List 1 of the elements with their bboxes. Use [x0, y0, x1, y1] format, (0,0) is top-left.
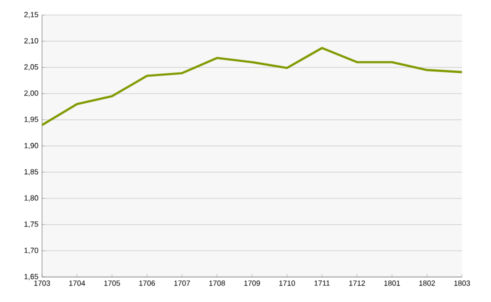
line-series	[42, 46, 462, 126]
